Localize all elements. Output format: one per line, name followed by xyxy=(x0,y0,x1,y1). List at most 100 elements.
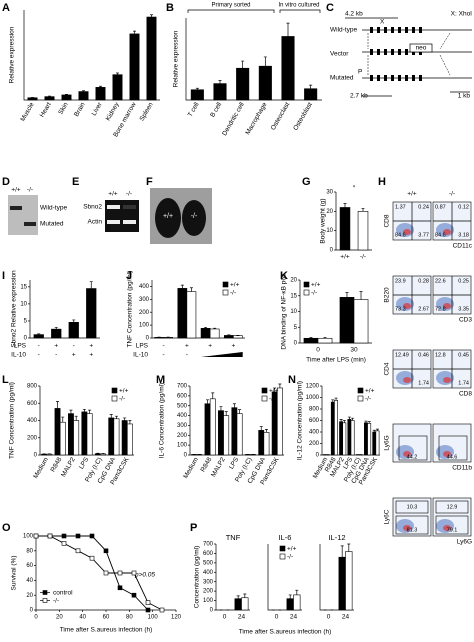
x-tick-label: T cell xyxy=(187,101,201,118)
bar xyxy=(334,400,338,456)
exon xyxy=(398,27,401,33)
bar xyxy=(364,422,368,456)
gate-value: 84.6 xyxy=(435,232,446,238)
bar xyxy=(186,291,197,339)
ramp-wedge xyxy=(200,352,243,357)
bar xyxy=(95,87,106,101)
gate-value: 12.9 xyxy=(447,504,458,510)
error-bar xyxy=(309,336,313,339)
marker xyxy=(61,533,67,539)
bar xyxy=(339,421,344,456)
gate xyxy=(438,435,468,461)
gel xyxy=(8,195,38,235)
legend-swatch xyxy=(111,395,118,402)
treatment-label: LPS xyxy=(14,343,27,350)
legend-label: -/- xyxy=(230,289,236,296)
error-bar xyxy=(241,60,245,69)
treatment-value: + xyxy=(54,343,58,350)
error-bar xyxy=(189,287,193,292)
x-tick-label: 24 xyxy=(342,614,350,621)
bar xyxy=(100,453,106,456)
bar xyxy=(86,288,97,339)
bar xyxy=(347,419,352,456)
series-line xyxy=(36,535,163,611)
y-tick-label: 400 xyxy=(309,430,320,436)
cell-cloud xyxy=(403,377,411,383)
legend-label: +/+ xyxy=(287,545,297,552)
exon xyxy=(405,27,408,33)
y-tick-label: 5 xyxy=(24,319,28,325)
y-tick-label: 0 xyxy=(210,608,214,614)
bar xyxy=(177,288,188,339)
y-tick-label: 20 xyxy=(326,209,333,215)
error-bar xyxy=(133,30,136,34)
gate xyxy=(435,515,469,535)
error-bar xyxy=(340,545,344,558)
y-axis-label: IL-12 Concentration (pg/ml) xyxy=(297,381,304,460)
y-tick-label: 60 xyxy=(26,563,33,569)
y-tick-label: 15 xyxy=(20,284,27,290)
y-tick-label: 20 xyxy=(290,278,297,284)
treatment-value: - xyxy=(38,343,40,350)
cell-cloud xyxy=(443,377,451,383)
panel-letter: H xyxy=(378,176,386,188)
y-tick-label: 1000 xyxy=(306,395,320,401)
gate-value: 0.24 xyxy=(418,204,429,210)
annotation: Primary sorted xyxy=(211,3,250,9)
marker xyxy=(89,555,95,561)
error-bar xyxy=(309,84,313,89)
y-axis-label: Sbno2 Relative expression xyxy=(11,270,18,348)
lane-label: +/+ xyxy=(11,187,21,194)
error-bar xyxy=(334,397,338,401)
exon xyxy=(370,27,373,33)
error-bar xyxy=(339,419,343,422)
y-tick-label: 0 xyxy=(30,608,34,614)
treatment-label: IL-10 xyxy=(11,352,26,359)
y-tick-label: 200 xyxy=(203,589,214,595)
gate-value: 22.6 xyxy=(435,278,446,284)
exon xyxy=(391,49,394,55)
gate xyxy=(435,500,469,514)
bar xyxy=(94,453,101,456)
marker xyxy=(131,570,137,576)
treatment-value: + xyxy=(231,343,235,350)
treatment-value: - xyxy=(186,352,188,359)
flow-y-label: Ly6G xyxy=(384,435,391,450)
y-tick-label: 100 xyxy=(139,323,150,329)
gate-value: 10.3 xyxy=(407,504,418,510)
error-bar xyxy=(278,383,282,388)
x-tick-label: Liver xyxy=(91,101,105,117)
y-tick-label: 300 xyxy=(177,423,188,429)
exon xyxy=(391,75,394,81)
marker xyxy=(159,607,165,613)
exon xyxy=(384,27,387,33)
bar xyxy=(126,423,133,456)
lane-label: -/- xyxy=(27,187,33,194)
error-bar xyxy=(343,203,347,208)
error-bar xyxy=(48,95,51,97)
legend-label: -/- xyxy=(311,289,317,296)
y-tick-label: 700 xyxy=(203,542,214,548)
bar xyxy=(121,420,128,456)
error-bar xyxy=(204,326,208,329)
legend-label: -/- xyxy=(53,597,59,604)
bar xyxy=(241,597,249,611)
gene-map-label: X: XhoI xyxy=(451,11,473,18)
y-tick-label: 100 xyxy=(203,598,214,604)
exon xyxy=(377,75,380,81)
cell-cloud xyxy=(443,229,451,235)
error-bar xyxy=(54,327,58,330)
band xyxy=(107,220,120,224)
y-tick-label: 800 xyxy=(309,407,320,413)
treatment-value: + xyxy=(89,352,93,359)
x-tick-label: 40 xyxy=(79,615,86,621)
error-bar xyxy=(116,72,119,75)
marker xyxy=(103,548,109,554)
treatment-value: - xyxy=(73,343,75,350)
y-tick-label: 40 xyxy=(26,578,33,584)
legend-label: +/+ xyxy=(119,387,129,394)
exon xyxy=(419,75,422,81)
x-axis-label: Time after S.aureus infection (h) xyxy=(239,629,332,636)
bar xyxy=(209,328,220,339)
x-tick-label: Heart xyxy=(39,101,53,118)
